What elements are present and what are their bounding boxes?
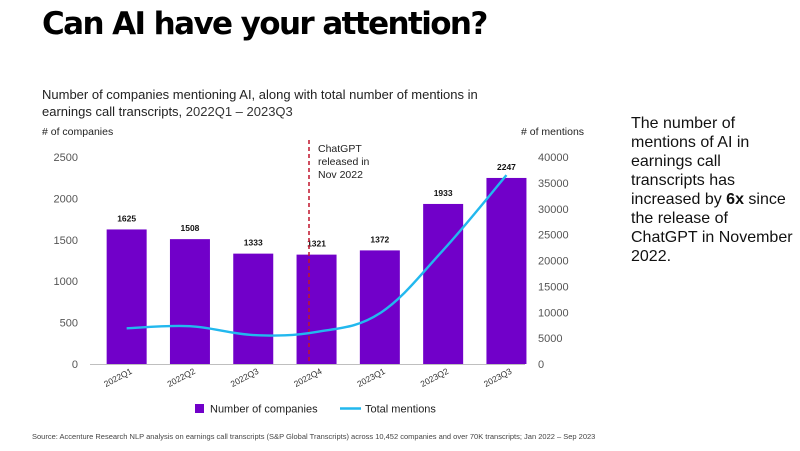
x-tick-2023Q2: 2023Q2: [419, 366, 451, 389]
bar-label-2023Q3: 2247: [497, 162, 516, 172]
legend-swatch-companies: [195, 404, 204, 413]
bar-label-2022Q2: 1508: [180, 223, 199, 233]
left-tick-label: 1000: [54, 276, 78, 288]
source-note: Source: Accenture Research NLP analysis …: [32, 432, 596, 441]
annotation-line-3: Nov 2022: [318, 169, 363, 181]
callout-text: The number of mentions of AI in earnings…: [631, 114, 796, 266]
x-tick-2022Q2: 2022Q2: [165, 366, 197, 389]
right-tick-label: 0: [538, 359, 544, 371]
page-title: Can AI have your attention?: [42, 6, 488, 42]
bar-2023Q1: [359, 250, 400, 364]
bar-label-2023Q2: 1933: [434, 188, 453, 198]
bar-2022Q2: [169, 239, 210, 364]
left-axis-ticks: 0 500 1000 1500 2000 2500: [54, 152, 78, 371]
bar-label-2023Q1: 1372: [370, 234, 389, 244]
left-tick-label: 1500: [54, 235, 78, 247]
x-tick-2022Q4: 2022Q4: [292, 366, 324, 389]
x-axis-ticks: 2022Q1 2022Q2 2022Q3 2022Q4 2023Q1 2023Q2 2023…: [102, 366, 513, 389]
right-tick-label: 5000: [538, 333, 562, 345]
legend: Number of companies Total mentions: [195, 404, 436, 416]
bar-series: [106, 177, 527, 364]
x-tick-2022Q1: 2022Q1: [102, 366, 134, 389]
bar-2023Q3: [486, 177, 527, 364]
x-tick-2023Q3: 2023Q3: [482, 366, 514, 389]
annotation-line-1: ChatGPT: [318, 143, 362, 155]
left-tick-label: 0: [72, 359, 78, 371]
bar-label-2022Q4: 1321: [307, 239, 326, 249]
left-axis-title: # of companies: [42, 126, 113, 138]
legend-label-companies: Number of companies: [210, 404, 318, 416]
bar-2022Q1: [106, 229, 147, 364]
bar-data-labels: 1625 1508 1333 1321 1372 1933 2247: [117, 162, 516, 249]
x-tick-2023Q1: 2023Q1: [355, 366, 387, 389]
right-axis-title: # of mentions: [521, 126, 584, 138]
bar-label-2022Q1: 1625: [117, 213, 136, 223]
right-tick-label: 10000: [538, 307, 569, 319]
subtitle-range: 2022Q1 – 2023Q3: [185, 104, 293, 119]
annotation-line-2: released in: [318, 156, 370, 168]
bar-2022Q3: [233, 253, 274, 364]
left-tick-label: 2500: [54, 152, 78, 164]
right-tick-label: 25000: [538, 230, 569, 242]
right-tick-label: 30000: [538, 204, 569, 216]
total-mentions-line: [126, 174, 508, 337]
left-tick-label: 2000: [54, 193, 78, 205]
x-tick-2022Q3: 2022Q3: [229, 366, 261, 389]
left-tick-label: 500: [60, 318, 78, 330]
right-axis-ticks: 0 5000 10000 15000 20000 25000 30000 35000 40000: [538, 152, 569, 371]
bar-label-2022Q3: 1333: [244, 238, 263, 248]
right-tick-label: 40000: [538, 152, 569, 164]
callout-post: since the release of ChatGPT in November…: [631, 191, 793, 265]
right-tick-label: 20000: [538, 256, 569, 268]
chart-subtitle: Number of companies mentioning AI, along…: [42, 86, 512, 120]
subtitle-main: Number of companies mentioning AI, along…: [42, 87, 478, 119]
legend-label-mentions: Total mentions: [365, 404, 436, 416]
callout-pre: The number of mentions of AI in earnings…: [631, 115, 750, 208]
bar-2022Q4: [296, 254, 337, 364]
callout-multiplier: 6x: [726, 191, 744, 208]
right-tick-label: 15000: [538, 281, 569, 293]
bar-2023Q2: [423, 203, 464, 364]
right-tick-label: 35000: [538, 178, 569, 190]
